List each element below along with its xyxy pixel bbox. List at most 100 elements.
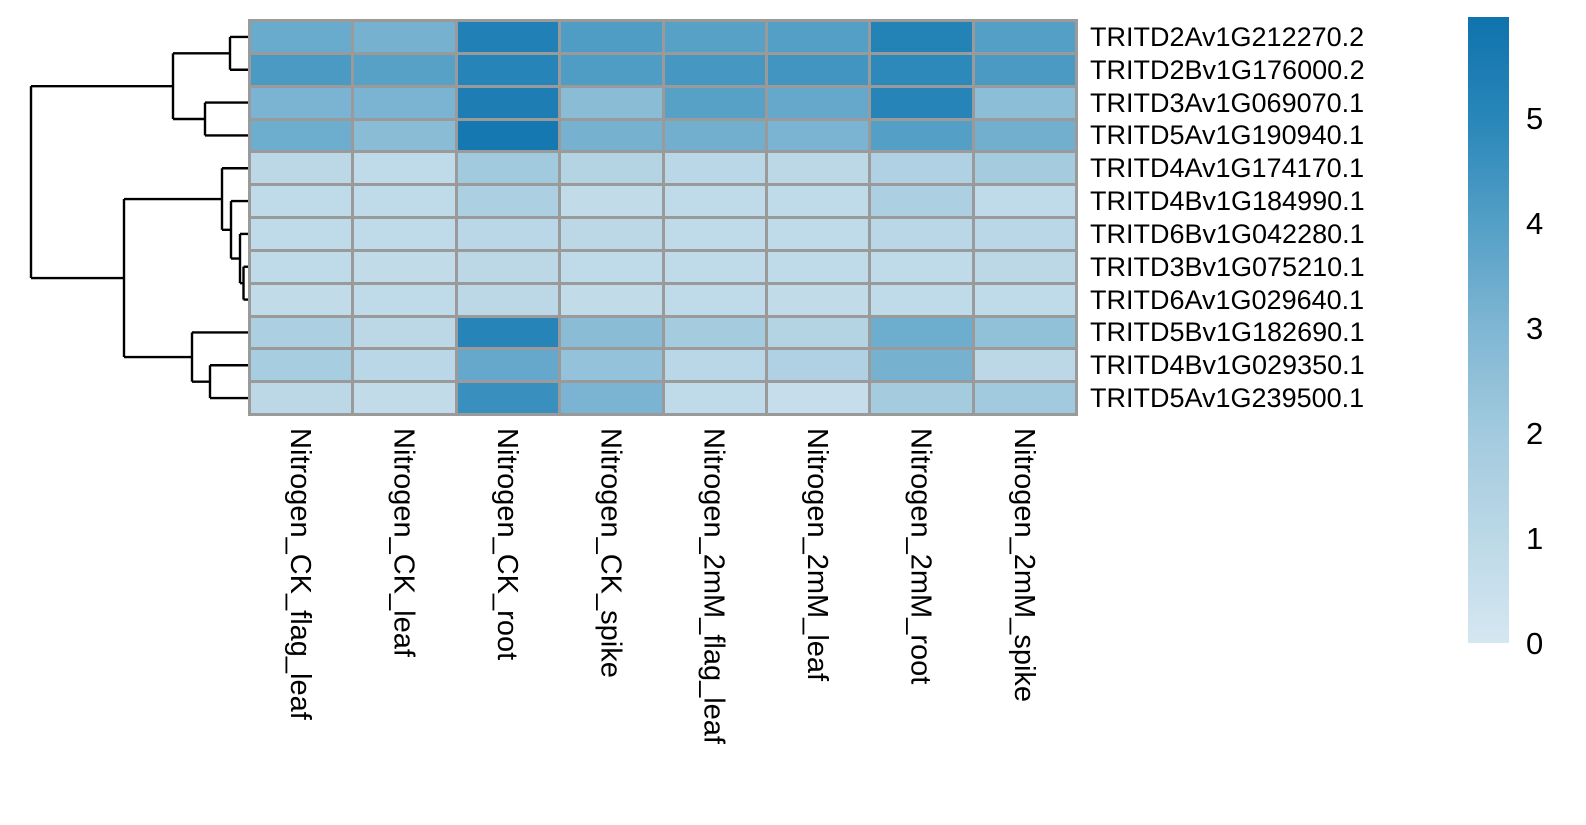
- heatmap-cell: [974, 284, 1075, 315]
- heatmap-cell: [871, 219, 972, 249]
- heatmap-cell: [664, 120, 765, 151]
- heatmap-cell: [664, 251, 765, 282]
- heatmap-cell: [457, 87, 559, 118]
- heatmap-cell: [251, 54, 352, 85]
- heatmap-cell: [767, 186, 869, 216]
- heatmap-cell: [767, 251, 869, 282]
- heatmap-cell: [664, 87, 765, 118]
- legend-tick-label: 5: [1526, 100, 1544, 136]
- heatmap-cell: [561, 186, 662, 216]
- legend-tick-label: 0: [1526, 626, 1544, 661]
- heatmap-cell: [974, 186, 1075, 216]
- heatmap-cell: [354, 153, 455, 184]
- heatmap-cell: [974, 87, 1075, 118]
- heatmap-cell: [767, 317, 869, 348]
- heatmap-cell: [457, 284, 559, 315]
- heatmap-cell: [251, 284, 352, 315]
- heatmap-cell: [561, 284, 662, 315]
- row-label: TRITD3Bv1G075210.1: [1090, 251, 1365, 282]
- heatmap-cell: [871, 350, 972, 381]
- column-label: Nitrogen_2mM_spike: [1007, 428, 1040, 703]
- heatmap-cell: [561, 383, 662, 413]
- legend-tick-label: 2: [1526, 415, 1544, 451]
- heatmap-cell: [354, 120, 455, 151]
- heatmap-cell: [251, 383, 352, 413]
- heatmap-cell: [457, 317, 559, 348]
- heatmap-cell: [251, 317, 352, 348]
- heatmap-cell: [561, 22, 662, 52]
- heatmap-cell: [974, 54, 1075, 85]
- heatmap-cell: [767, 120, 869, 151]
- heatmap-cell: [251, 87, 352, 118]
- legend-tick-label: 1: [1526, 520, 1544, 556]
- heatmap-cell: [767, 219, 869, 249]
- row-label: TRITD4Av1G174170.1: [1090, 153, 1365, 184]
- heatmap-cell: [457, 54, 559, 85]
- heatmap-cell: [251, 186, 352, 216]
- heatmap-cell: [251, 251, 352, 282]
- heatmap-cell: [561, 317, 662, 348]
- heatmap-cell: [561, 120, 662, 151]
- heatmap-cell: [974, 317, 1075, 348]
- heatmap-cell: [664, 284, 765, 315]
- row-label: TRITD6Av1G029640.1: [1090, 284, 1365, 315]
- heatmap-cell: [251, 219, 352, 249]
- heatmap-cell: [767, 54, 869, 85]
- heatmap-cell: [871, 120, 972, 151]
- column-label: Nitrogen_CK_spike: [594, 428, 627, 678]
- heatmap-cell: [354, 317, 455, 348]
- heatmap-cell: [457, 120, 559, 151]
- heatmap-cell: [974, 350, 1075, 381]
- heatmap-cell: [871, 383, 972, 413]
- column-label: Nitrogen_CK_root: [490, 428, 523, 661]
- heatmap-cell: [561, 153, 662, 184]
- heatmap-cell: [354, 383, 455, 413]
- heatmap-cell: [561, 350, 662, 381]
- heatmap-cell: [974, 251, 1075, 282]
- heatmap-cell: [457, 383, 559, 413]
- legend-tick-label: 4: [1526, 205, 1544, 241]
- heatmap-cell: [871, 54, 972, 85]
- heatmap-cell: [457, 251, 559, 282]
- row-label: TRITD6Bv1G042280.1: [1090, 218, 1365, 249]
- legend-tick-label: 3: [1526, 310, 1544, 346]
- heatmap-cell: [664, 350, 765, 381]
- heatmap-cell: [457, 186, 559, 216]
- column-label: Nitrogen_CK_flag_leaf: [284, 428, 317, 720]
- heatmap-cell: [871, 153, 972, 184]
- legend-gradient-bar: [1468, 17, 1509, 643]
- heatmap-cell: [354, 87, 455, 118]
- heatmap-cell: [354, 350, 455, 381]
- heatmap-cell: [767, 350, 869, 381]
- heatmap-cell: [251, 120, 352, 151]
- heatmap-cell: [354, 284, 455, 315]
- heatmap-cell: [871, 284, 972, 315]
- column-label: Nitrogen_2mM_root: [904, 428, 937, 685]
- heatmap-cell: [251, 22, 352, 52]
- heatmap-cell: [251, 350, 352, 381]
- column-label: Nitrogen_CK_leaf: [387, 428, 420, 657]
- row-label: TRITD5Av1G190940.1: [1090, 120, 1365, 151]
- heatmap-cell: [354, 219, 455, 249]
- heatmap-cell: [561, 219, 662, 249]
- row-label: TRITD4Bv1G184990.1: [1090, 186, 1365, 217]
- heatmap-cell: [664, 54, 765, 85]
- heatmap-cell: [871, 87, 972, 118]
- heatmap-cell: [974, 22, 1075, 52]
- heatmap-cell: [767, 383, 869, 413]
- heatmap-cell: [561, 87, 662, 118]
- column-label: Nitrogen_2mM_leaf: [801, 428, 834, 682]
- heatmap-cell: [767, 153, 869, 184]
- heatmap-cell: [664, 153, 765, 184]
- heatmap-cell: [871, 251, 972, 282]
- heatmap-grid: [248, 19, 1078, 416]
- heatmap-cell: [664, 219, 765, 249]
- row-label: TRITD5Bv1G182690.1: [1090, 317, 1365, 348]
- heatmap-cell: [974, 120, 1075, 151]
- heatmap-cell: [664, 383, 765, 413]
- heatmap-cell: [767, 87, 869, 118]
- heatmap-cell: [354, 186, 455, 216]
- heatmap-cell: [457, 219, 559, 249]
- row-dendrogram: [29, 35, 248, 400]
